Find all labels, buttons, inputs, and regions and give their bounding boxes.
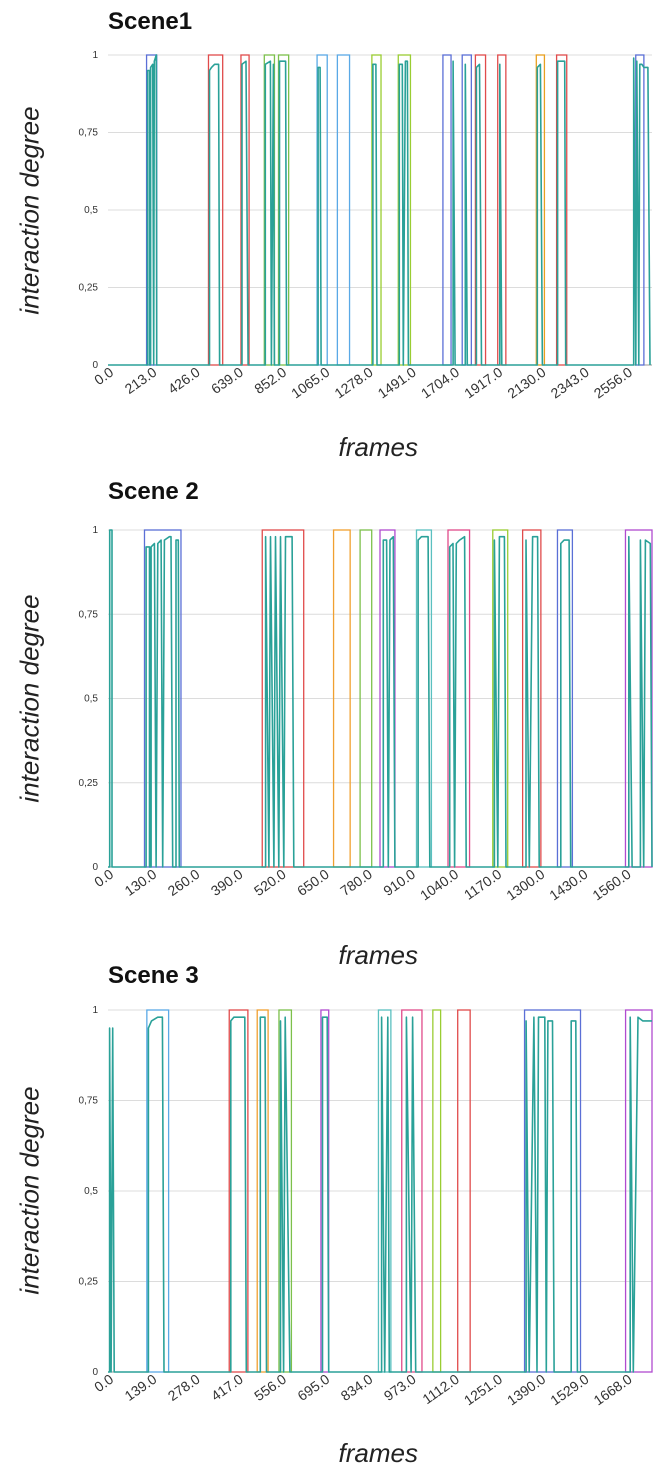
x-tick-label: 260.0 [165, 866, 203, 899]
interaction-box [556, 529, 574, 868]
interaction-box [535, 54, 546, 366]
x-tick-label: 639.0 [208, 364, 246, 397]
x-tick-label: 1251.0 [461, 1371, 505, 1409]
y-tick-label: 0,5 [84, 694, 98, 705]
y-tick-label: 0,25 [79, 283, 99, 294]
x-tick-label: 1917.0 [461, 364, 505, 402]
interaction-box [278, 1009, 293, 1373]
x-tick-label: 1704.0 [418, 364, 462, 402]
x-tick-label: 390.0 [208, 866, 246, 899]
x-tick-label: 417.0 [208, 1371, 246, 1404]
y-tick-label: 0,25 [79, 1277, 99, 1288]
x-axis-label: frames [338, 432, 418, 462]
y-tick-label: 0,75 [79, 609, 99, 620]
x-tick-label: 1430.0 [546, 866, 590, 904]
interaction-box [261, 529, 305, 868]
x-tick-label: 834.0 [338, 1371, 376, 1404]
interaction-box [523, 1009, 582, 1373]
y-tick-label: 0 [92, 862, 98, 873]
x-axis-label: frames [338, 1438, 418, 1468]
interaction-box [397, 54, 412, 366]
y-tick-label: 0,5 [84, 1186, 98, 1197]
x-tick-label: 1112.0 [419, 1371, 462, 1408]
x-tick-label: 1170.0 [461, 866, 505, 903]
x-tick-label: 1560.0 [589, 866, 633, 904]
interaction-box [207, 54, 224, 366]
interaction-box [277, 54, 290, 366]
x-tick-label: 2556.0 [591, 364, 635, 402]
y-tick-label: 1 [92, 525, 98, 536]
x-tick-label: 139.0 [122, 1371, 160, 1404]
x-tick-label: 1529.0 [547, 1371, 591, 1409]
x-tick-label: 130.0 [122, 866, 160, 899]
interaction-box [146, 1009, 170, 1373]
x-tick-label: 910.0 [380, 866, 418, 899]
x-tick-label: 852.0 [251, 364, 289, 397]
x-tick-label: 973.0 [381, 1371, 419, 1404]
y-tick-label: 0 [92, 1367, 98, 1378]
x-tick-label: 1300.0 [503, 866, 547, 904]
series-line [108, 1016, 652, 1373]
y-tick-label: 1 [92, 1005, 98, 1016]
interaction-box [492, 529, 509, 868]
chart-title: Scene 3 [108, 962, 199, 989]
x-tick-label: 426.0 [165, 364, 203, 397]
x-tick-label: 1668.0 [591, 1371, 635, 1409]
interaction-box [240, 54, 250, 366]
interaction-box [415, 529, 433, 868]
y-tick-label: 1 [92, 50, 98, 61]
x-tick-label: 278.0 [165, 1371, 203, 1404]
x-tick-label: 2130.0 [504, 364, 548, 402]
x-tick-label: 1491.0 [375, 364, 419, 402]
series-line [108, 54, 651, 366]
interaction-box [624, 1009, 653, 1373]
x-tick-label: 520.0 [251, 866, 289, 899]
x-tick-label: 780.0 [337, 866, 375, 899]
x-tick-label: 1278.0 [331, 364, 375, 402]
x-tick-label: 1040.0 [417, 866, 461, 904]
y-tick-label: 0 [92, 360, 98, 371]
y-tick-label: 0,25 [79, 778, 99, 789]
x-tick-label: 556.0 [251, 1371, 289, 1404]
chart-title: Scene1 [108, 8, 193, 35]
x-tick-label: 213.0 [122, 364, 160, 397]
y-tick-label: 0,75 [79, 1096, 99, 1107]
interaction-box [555, 54, 568, 366]
interaction-box [474, 54, 487, 366]
interaction-box [447, 529, 471, 868]
x-tick-label: 1065.0 [288, 364, 332, 402]
y-tick-label: 0,5 [84, 205, 98, 216]
x-tick-label: 2343.0 [548, 364, 592, 402]
x-tick-label: 695.0 [294, 1371, 332, 1404]
interaction-box [521, 529, 542, 868]
chart-title: Scene 2 [108, 478, 199, 505]
x-axis-label: frames [338, 940, 418, 970]
x-tick-label: 1390.0 [504, 1371, 548, 1409]
y-tick-label: 0,75 [79, 128, 99, 139]
interaction-box [256, 1009, 269, 1373]
interaction-box [228, 1009, 249, 1373]
x-tick-label: 650.0 [294, 866, 332, 899]
interaction-box [379, 529, 396, 868]
series-line [108, 529, 653, 868]
